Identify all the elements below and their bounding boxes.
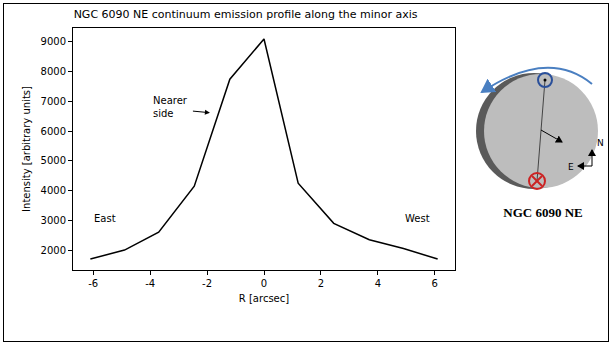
- svg-text:8000: 8000: [41, 66, 66, 77]
- svg-text:7000: 7000: [41, 96, 66, 107]
- svg-text:Nearerside: Nearerside: [153, 95, 188, 119]
- svg-text:2: 2: [318, 278, 324, 289]
- svg-text:3000: 3000: [41, 215, 66, 226]
- svg-text:5000: 5000: [41, 155, 66, 166]
- svg-text:NGC 6090 NE: NGC 6090 NE: [503, 205, 582, 220]
- svg-text:0: 0: [261, 278, 267, 289]
- svg-text:6: 6: [432, 278, 438, 289]
- svg-text:4000: 4000: [41, 185, 66, 196]
- svg-text:4: 4: [375, 278, 381, 289]
- svg-text:9000: 9000: [41, 36, 66, 47]
- svg-text:2000: 2000: [41, 245, 66, 256]
- svg-text:-4: -4: [145, 278, 155, 289]
- svg-text:-6: -6: [88, 278, 98, 289]
- svg-text:West: West: [405, 213, 430, 224]
- svg-text:N: N: [597, 138, 604, 148]
- svg-text:-2: -2: [202, 278, 212, 289]
- svg-text:East: East: [94, 213, 116, 224]
- svg-text:R [arcsec]: R [arcsec]: [239, 293, 289, 304]
- svg-text:E: E: [568, 162, 574, 172]
- svg-text:NGC 6090 NE continuum emission: NGC 6090 NE continuum emission profile a…: [74, 8, 418, 21]
- svg-text:Intensity [arbitrary units]: Intensity [arbitrary units]: [21, 86, 32, 212]
- svg-text:6000: 6000: [41, 126, 66, 137]
